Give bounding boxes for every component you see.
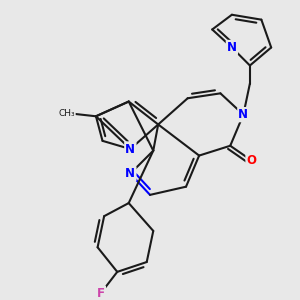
Text: N: N	[125, 167, 135, 180]
Text: N: N	[238, 108, 248, 121]
Text: CH₃: CH₃	[58, 109, 75, 118]
Text: F: F	[97, 286, 105, 300]
Text: N: N	[227, 41, 237, 54]
Text: N: N	[125, 142, 135, 155]
Text: O: O	[247, 154, 256, 167]
